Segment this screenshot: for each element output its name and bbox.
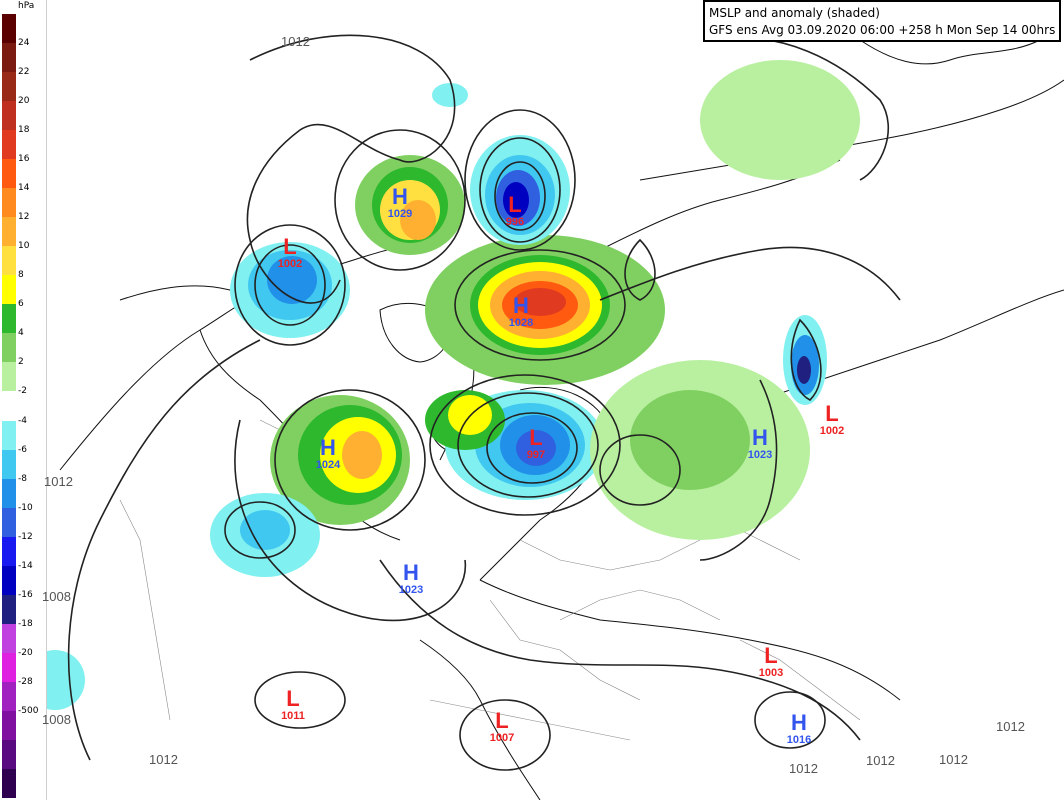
isobar-label: 1012 — [866, 753, 895, 768]
low-pressure-marker: L 1007 — [482, 710, 522, 745]
legend-swatch — [2, 159, 16, 189]
legend-swatch — [2, 420, 16, 451]
isobar-label: 1012 — [789, 761, 818, 776]
pressure-value: 1011 — [281, 710, 305, 722]
high-pressure-marker: H 1023 — [391, 562, 431, 597]
legend-unit: hPa — [18, 1, 35, 11]
legend-swatch — [2, 536, 16, 567]
pressure-value: 996 — [505, 216, 525, 228]
legend-swatch — [2, 14, 16, 44]
low-pressure-marker: L 997 — [519, 427, 553, 462]
pressure-value: 1002 — [819, 425, 845, 437]
legend-tick: -8 — [18, 473, 27, 484]
map-title: MSLP and anomaly (shaded) — [709, 6, 880, 20]
pressure-value: 1023 — [398, 584, 424, 596]
pressure-value: 1023 — [747, 449, 773, 461]
legend-swatch — [2, 594, 16, 625]
pressure-value: 1029 — [387, 208, 413, 220]
legend-swatch — [2, 217, 16, 247]
legend-swatch — [2, 710, 16, 741]
isobar-label: 1008 — [42, 712, 71, 727]
high-pressure-marker: H 1024 — [309, 437, 347, 472]
legend-swatch — [2, 768, 16, 799]
legend-swatch — [2, 43, 16, 73]
isobar-label: 1012 — [939, 752, 968, 767]
high-pressure-marker: H 1029 — [383, 186, 417, 221]
legend-tick: 6 — [18, 299, 24, 310]
pressure-value: 1003 — [758, 667, 784, 679]
isobar-label: 1012 — [281, 34, 310, 49]
low-pressure-marker: L 1002 — [812, 403, 852, 438]
legend-tick: -14 — [18, 560, 33, 571]
legend-swatch — [2, 275, 16, 305]
high-pressure-marker: H 1016 — [779, 712, 819, 747]
legend-swatch — [2, 130, 16, 160]
low-pressure-marker: L 1003 — [751, 645, 791, 680]
pressure-value: 997 — [526, 449, 546, 461]
legend-tick: -18 — [18, 618, 33, 629]
legend-tick: 14 — [18, 183, 30, 194]
pressure-value: 1002 — [277, 258, 303, 270]
legend-tick: -10 — [18, 502, 33, 513]
low-pressure-marker: L 996 — [498, 194, 532, 229]
legend-tick: 22 — [18, 67, 30, 78]
legend-tick: -28 — [18, 676, 33, 687]
legend-tick: -2 — [18, 386, 27, 397]
legend-tick: 4 — [18, 328, 24, 339]
legend-swatch — [2, 304, 16, 334]
legend-swatch — [2, 565, 16, 596]
legend-swatch — [2, 391, 16, 421]
isobar-label: 1008 — [42, 589, 71, 604]
legend-tick: 16 — [18, 154, 30, 165]
isobar-label: 1012 — [149, 752, 178, 767]
legend-tick: -20 — [18, 647, 33, 658]
pressure-value: 1007 — [489, 732, 515, 744]
legend-tick: -16 — [18, 589, 33, 600]
legend-tick: -12 — [18, 531, 33, 542]
high-pressure-marker: H 1028 — [503, 295, 539, 330]
isobars — [67, 34, 901, 771]
legend-swatch — [2, 681, 16, 712]
low-pressure-marker: L 1002 — [270, 236, 310, 271]
legend-swatch — [2, 333, 16, 363]
map-subtitle: GFS ens Avg 03.09.2020 06:00 +258 h Mon … — [709, 23, 1055, 37]
legend-tick: 8 — [18, 270, 24, 281]
legend-swatch — [2, 507, 16, 538]
legend-swatch — [2, 101, 16, 131]
legend-swatch — [2, 623, 16, 654]
legend-tick: 18 — [18, 125, 30, 136]
legend-swatch — [2, 652, 16, 683]
legend-swatch — [2, 739, 16, 770]
legend-tick: 10 — [18, 241, 30, 252]
color-scale-legend: hPa 24 22 20 18 16 14 12 10 8 6 4 2 -2 -4 -6 -8 -10 -12 -1… — [0, 0, 47, 800]
legend-tick: 2 — [18, 357, 24, 368]
legend-swatch — [2, 362, 16, 392]
low-pressure-marker: L 1011 — [273, 688, 313, 723]
pressure-value: 1016 — [786, 734, 812, 746]
legend-tick: -4 — [18, 415, 27, 426]
isobar-label: 1012 — [44, 474, 73, 489]
legend-swatch — [2, 478, 16, 509]
legend-swatch — [2, 188, 16, 218]
high-pressure-marker: H 1023 — [740, 427, 780, 462]
pressure-value: 1028 — [508, 317, 534, 329]
legend-swatch — [2, 246, 16, 276]
legend-tick: -6 — [18, 444, 27, 455]
legend-swatch — [2, 449, 16, 480]
legend-tick: 20 — [18, 96, 30, 107]
legend-tick: 12 — [18, 212, 30, 223]
legend-swatch — [2, 72, 16, 102]
map-title-box: MSLP and anomaly (shaded) GFS ens Avg 03… — [703, 0, 1061, 42]
isobar-label: 1012 — [996, 719, 1025, 734]
legend-tick: -500 — [18, 705, 39, 716]
pressure-value: 1024 — [315, 459, 341, 471]
legend-tick: 24 — [18, 38, 30, 49]
